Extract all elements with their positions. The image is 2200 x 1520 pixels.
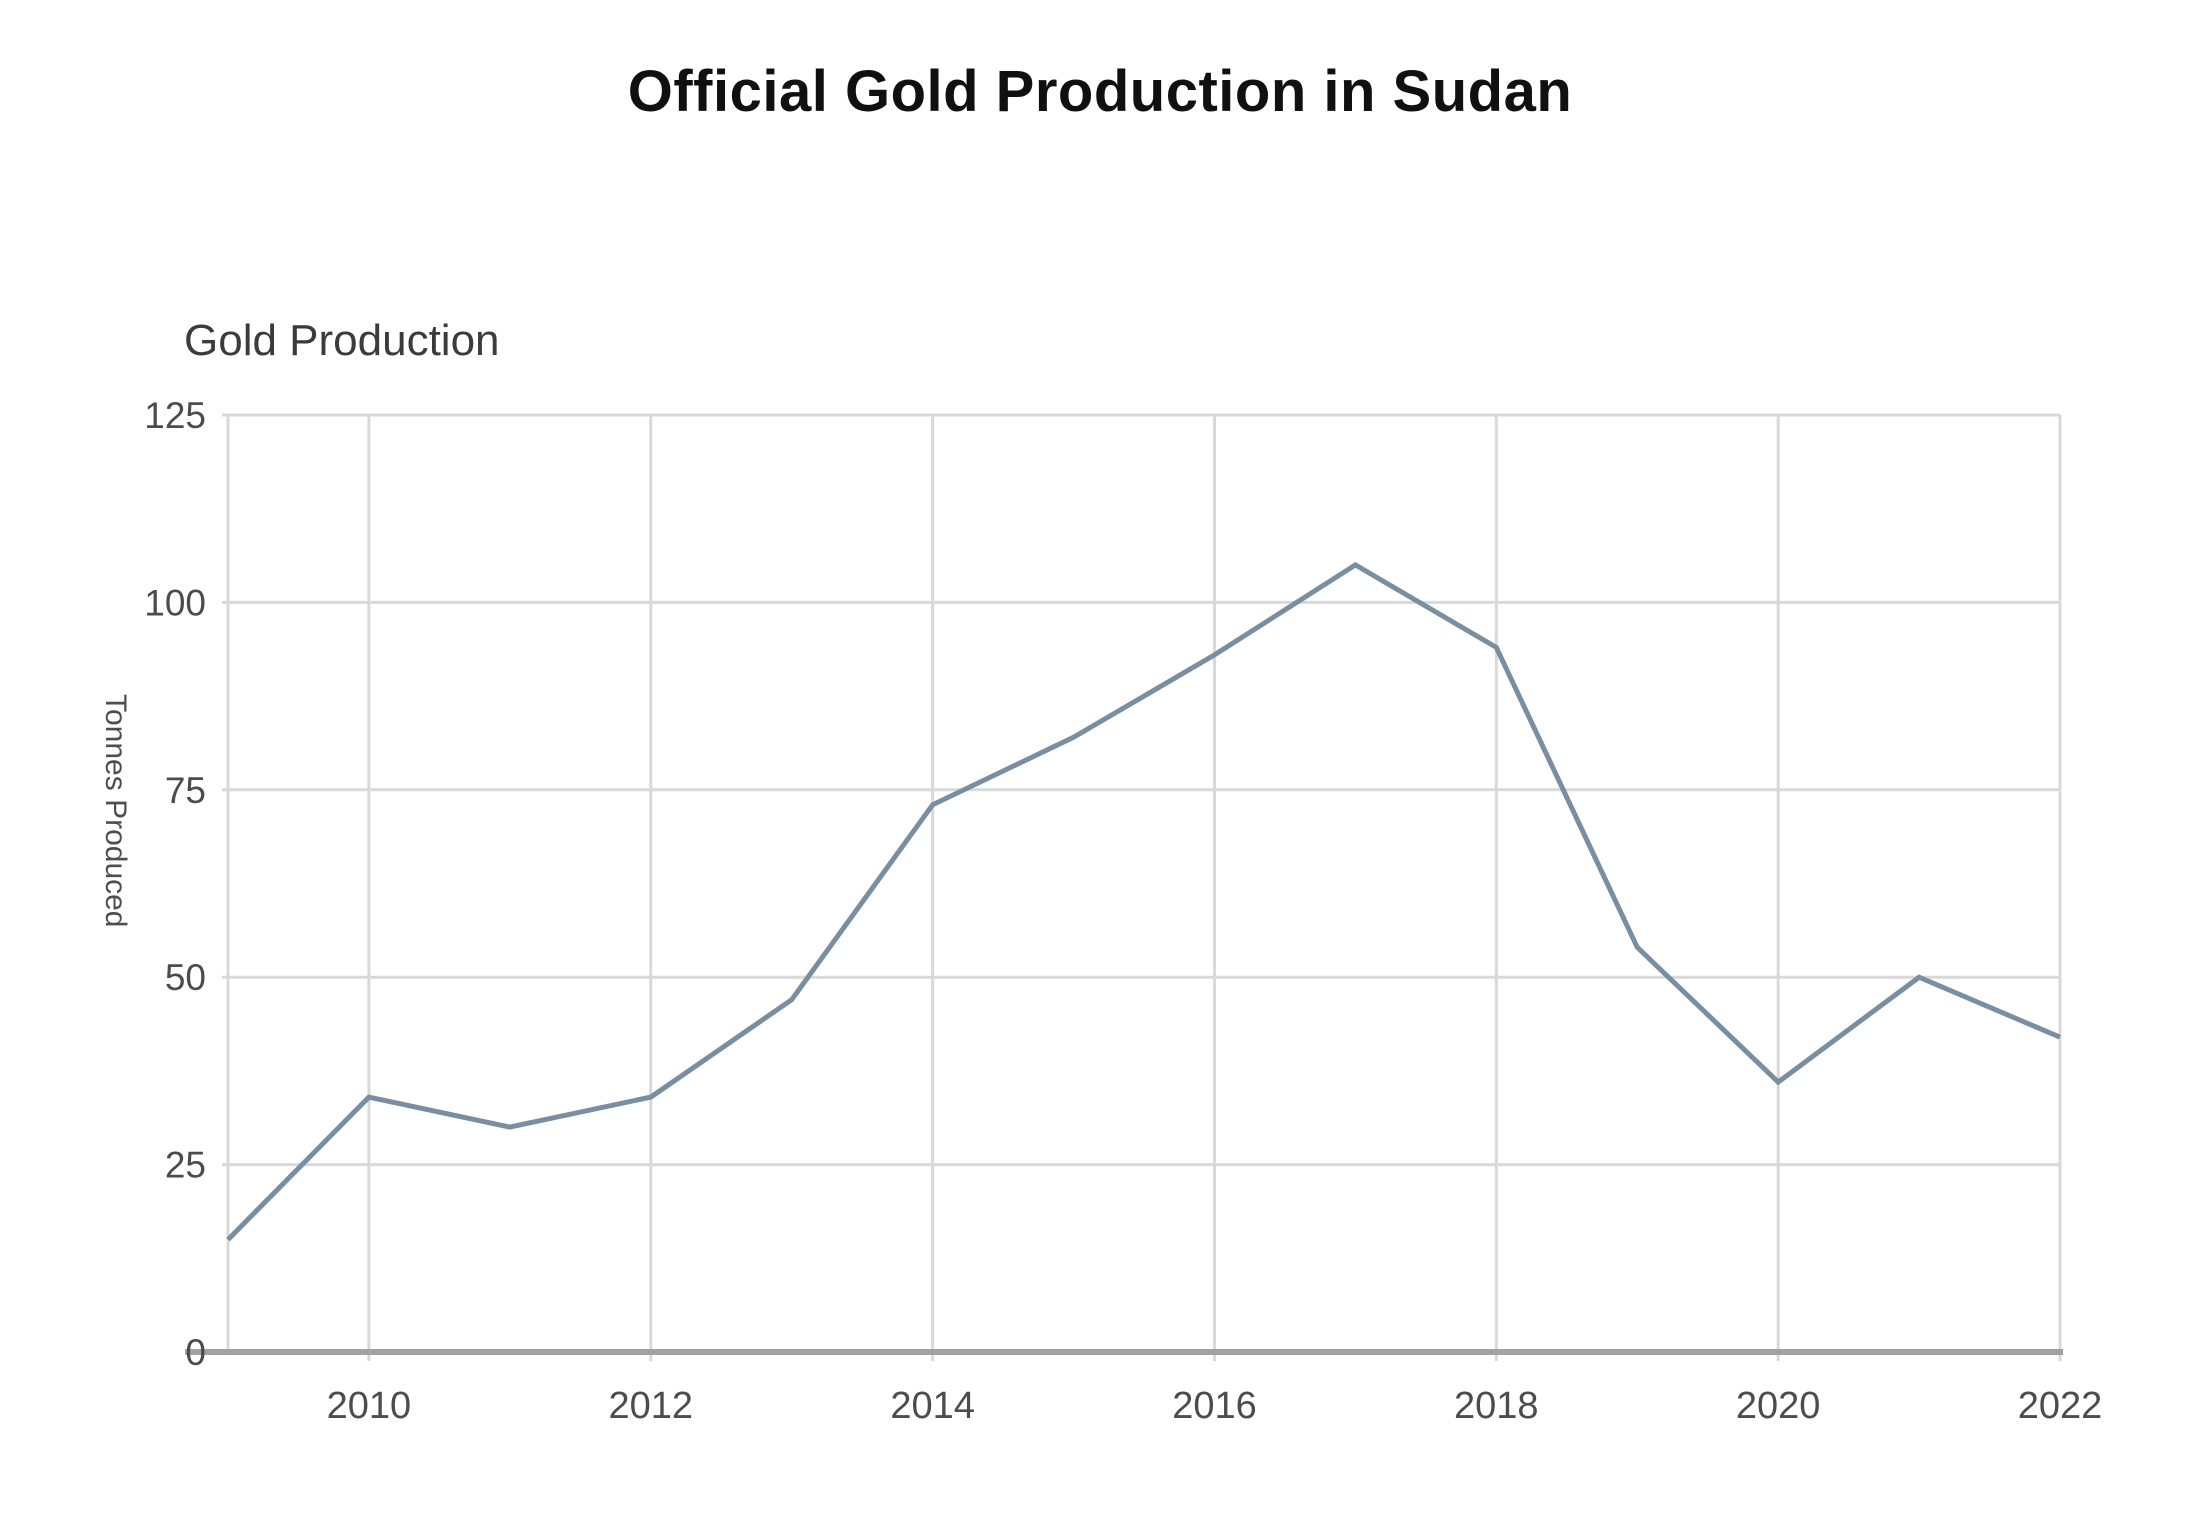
x-tick-label-2010: 2010 xyxy=(327,1385,412,1427)
gold-production-line xyxy=(226,561,2061,1242)
x-tick-label-2020: 2020 xyxy=(1736,1385,1821,1427)
x-tick-label-2016: 2016 xyxy=(1172,1385,1257,1427)
y-tick-label-50: 50 xyxy=(165,957,206,998)
x-tick-label-2018: 2018 xyxy=(1454,1385,1539,1427)
y-tick-label-0: 0 xyxy=(185,1332,206,1373)
y-tick-label-75: 75 xyxy=(165,770,206,811)
y-tick-label-100: 100 xyxy=(144,582,206,623)
y-tick-label-25: 25 xyxy=(165,1145,206,1186)
x-tick-label-2012: 2012 xyxy=(608,1385,693,1427)
x-tick-label-2022: 2022 xyxy=(2018,1385,2103,1427)
y-tick-label-125: 125 xyxy=(144,395,206,436)
x-tick-label-2014: 2014 xyxy=(890,1385,975,1427)
main-title: Official Gold Production in Sudan xyxy=(627,59,1573,124)
chart-title: Gold Production xyxy=(184,316,500,365)
y-axis-label: Tonnes Produced xyxy=(99,694,132,928)
